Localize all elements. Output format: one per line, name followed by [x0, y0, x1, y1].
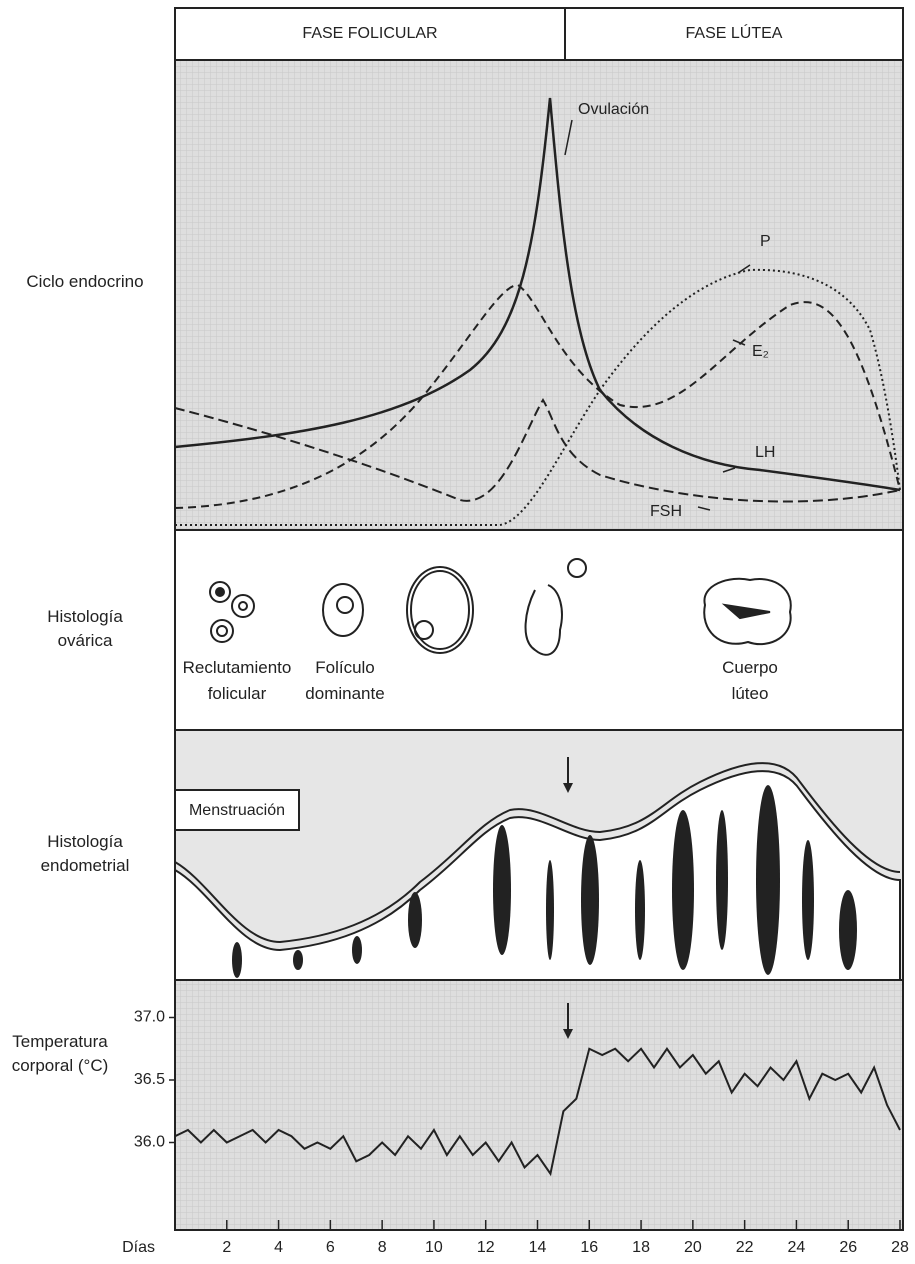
x-tick-label: 16: [580, 1239, 598, 1256]
hormone-label: LH: [755, 444, 775, 461]
hormone-label: E₂: [752, 343, 769, 360]
y-tick-label: 36.5: [134, 1071, 165, 1088]
x-tick-label: 4: [274, 1239, 283, 1256]
x-tick-label: 2: [222, 1239, 231, 1256]
x-tick-label: 14: [529, 1239, 547, 1256]
x-tick-label: 12: [477, 1239, 495, 1256]
ovary-drawings: [210, 559, 791, 655]
x-tick-label: 26: [839, 1239, 857, 1256]
hormone-label: FSH: [650, 503, 682, 520]
phase-label: FASE LÚTEA: [686, 23, 783, 42]
row-label: Ciclo endocrino: [20, 270, 150, 294]
x-tick-label: 18: [632, 1239, 650, 1256]
x-axis-label: Días: [122, 1239, 155, 1256]
phase-label: FASE FOLICULAR: [302, 25, 437, 42]
x-tick-label: 10: [425, 1239, 443, 1256]
x-tick-label: 22: [736, 1239, 754, 1256]
row-label: Temperatura corporal (°C): [10, 1030, 110, 1078]
ovary-label: Reclutamiento folicular: [172, 655, 302, 707]
x-tick-label: 20: [684, 1239, 702, 1256]
y-tick-label: 37.0: [134, 1009, 165, 1026]
ovary-label: Folículo dominante: [295, 655, 395, 707]
x-tick-label: 24: [788, 1239, 806, 1256]
x-tick-label: 6: [326, 1239, 335, 1256]
page: FASE FOLICULAR FASE LÚTEA Ovulación P E₂…: [0, 0, 915, 1264]
x-tick-label: 8: [378, 1239, 387, 1256]
ovary-label: Cuerpo lúteo: [705, 655, 795, 707]
x-tick-label: 28: [891, 1239, 909, 1256]
row-label: Histología endometrial: [20, 830, 150, 878]
ovulation-label: Ovulación: [578, 101, 649, 118]
hormone-label: P: [760, 233, 771, 250]
y-tick-label: 36.0: [134, 1134, 165, 1151]
temperature-panel: [175, 980, 903, 1230]
menstruation-label: Menstruación: [189, 802, 285, 819]
row-label: Histología ovárica: [20, 605, 150, 653]
endocrine-panel: [175, 60, 903, 530]
